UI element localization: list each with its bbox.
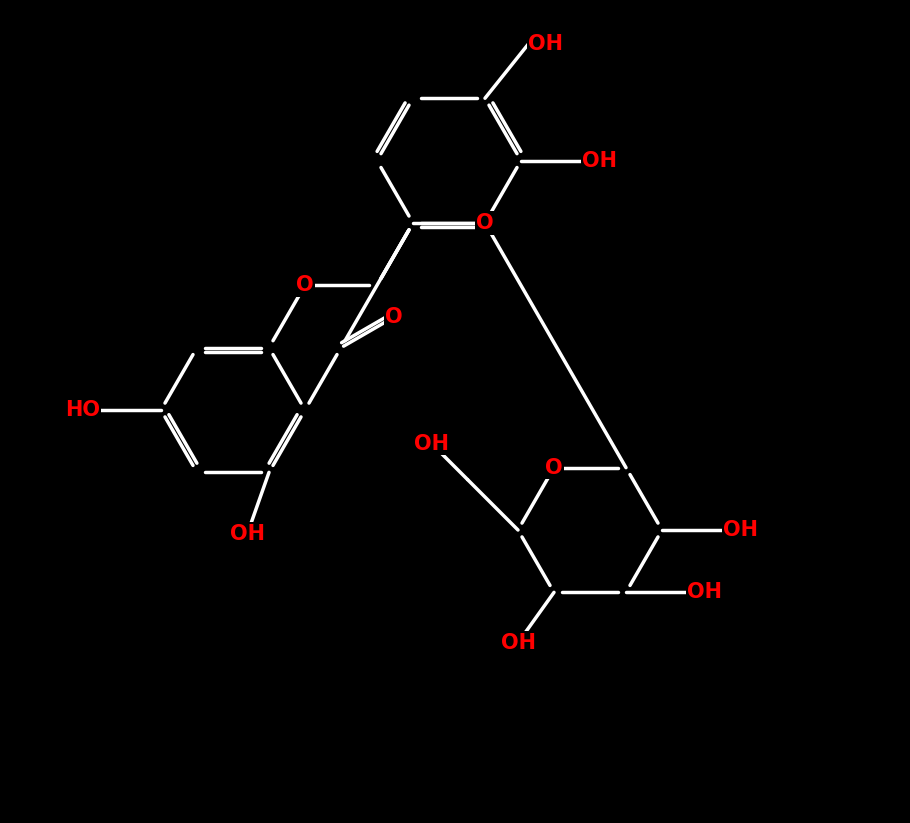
Text: OH: OH: [501, 633, 535, 653]
Text: O: O: [545, 458, 562, 477]
Text: OH: OH: [687, 583, 723, 602]
Text: OH: OH: [582, 151, 617, 170]
Text: OH: OH: [414, 434, 450, 453]
Text: OH: OH: [723, 520, 758, 540]
Text: HO: HO: [65, 400, 100, 420]
Text: O: O: [385, 307, 403, 327]
Text: O: O: [476, 213, 494, 233]
Text: OH: OH: [528, 35, 563, 54]
Text: OH: OH: [230, 523, 265, 543]
Text: O: O: [296, 275, 314, 295]
